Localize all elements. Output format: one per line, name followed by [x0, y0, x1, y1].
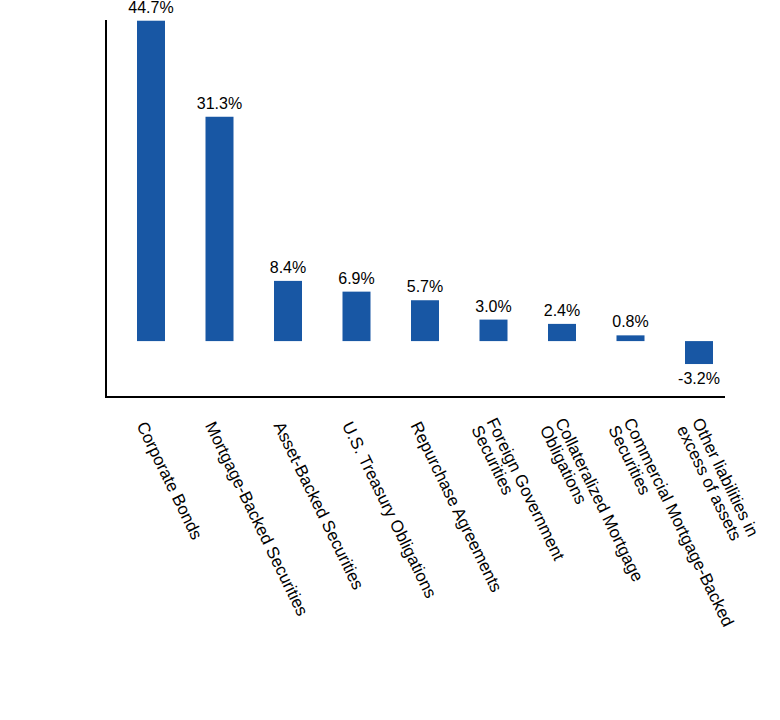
- category-label-line: Securities: [604, 422, 654, 497]
- bar: [411, 300, 439, 341]
- category-label: Other liabilities inexcess of assets: [673, 415, 762, 547]
- data-label: 8.4%: [270, 259, 306, 276]
- bar: [137, 21, 165, 341]
- bar: [617, 335, 645, 341]
- chart-svg: 44.7% 31.3% 8.4% 6.9% 5.7% 3.0% 2.4% 0.8% -3.2% C…: [0, 0, 780, 720]
- bar: [343, 292, 371, 341]
- category-label-line: Corporate Bonds: [133, 419, 206, 543]
- bar: [274, 281, 302, 341]
- bar: [548, 324, 576, 341]
- data-label: 0.8%: [612, 313, 648, 330]
- x-axis-line: [105, 396, 725, 398]
- bar: [685, 341, 713, 364]
- chart-container: 44.7% 31.3% 8.4% 6.9% 5.7% 3.0% 2.4% 0.8% -3.2% C…: [0, 0, 780, 720]
- data-label: 44.7%: [128, 0, 173, 16]
- data-label: 2.4%: [544, 302, 580, 319]
- bar: [206, 117, 234, 341]
- category-label-line: Securities: [467, 422, 517, 497]
- data-label: -3.2%: [678, 370, 720, 387]
- category-label-line: Obligations: [536, 422, 590, 507]
- y-axis-line: [105, 20, 107, 397]
- bars: [137, 21, 713, 364]
- data-label: 31.3%: [197, 95, 242, 112]
- bar: [480, 320, 508, 342]
- category-label-line: excess of assets: [673, 422, 745, 543]
- category-label: Corporate Bonds: [133, 419, 206, 543]
- data-label: 5.7%: [407, 278, 443, 295]
- data-label: 3.0%: [475, 298, 511, 315]
- data-label: 6.9%: [338, 270, 374, 287]
